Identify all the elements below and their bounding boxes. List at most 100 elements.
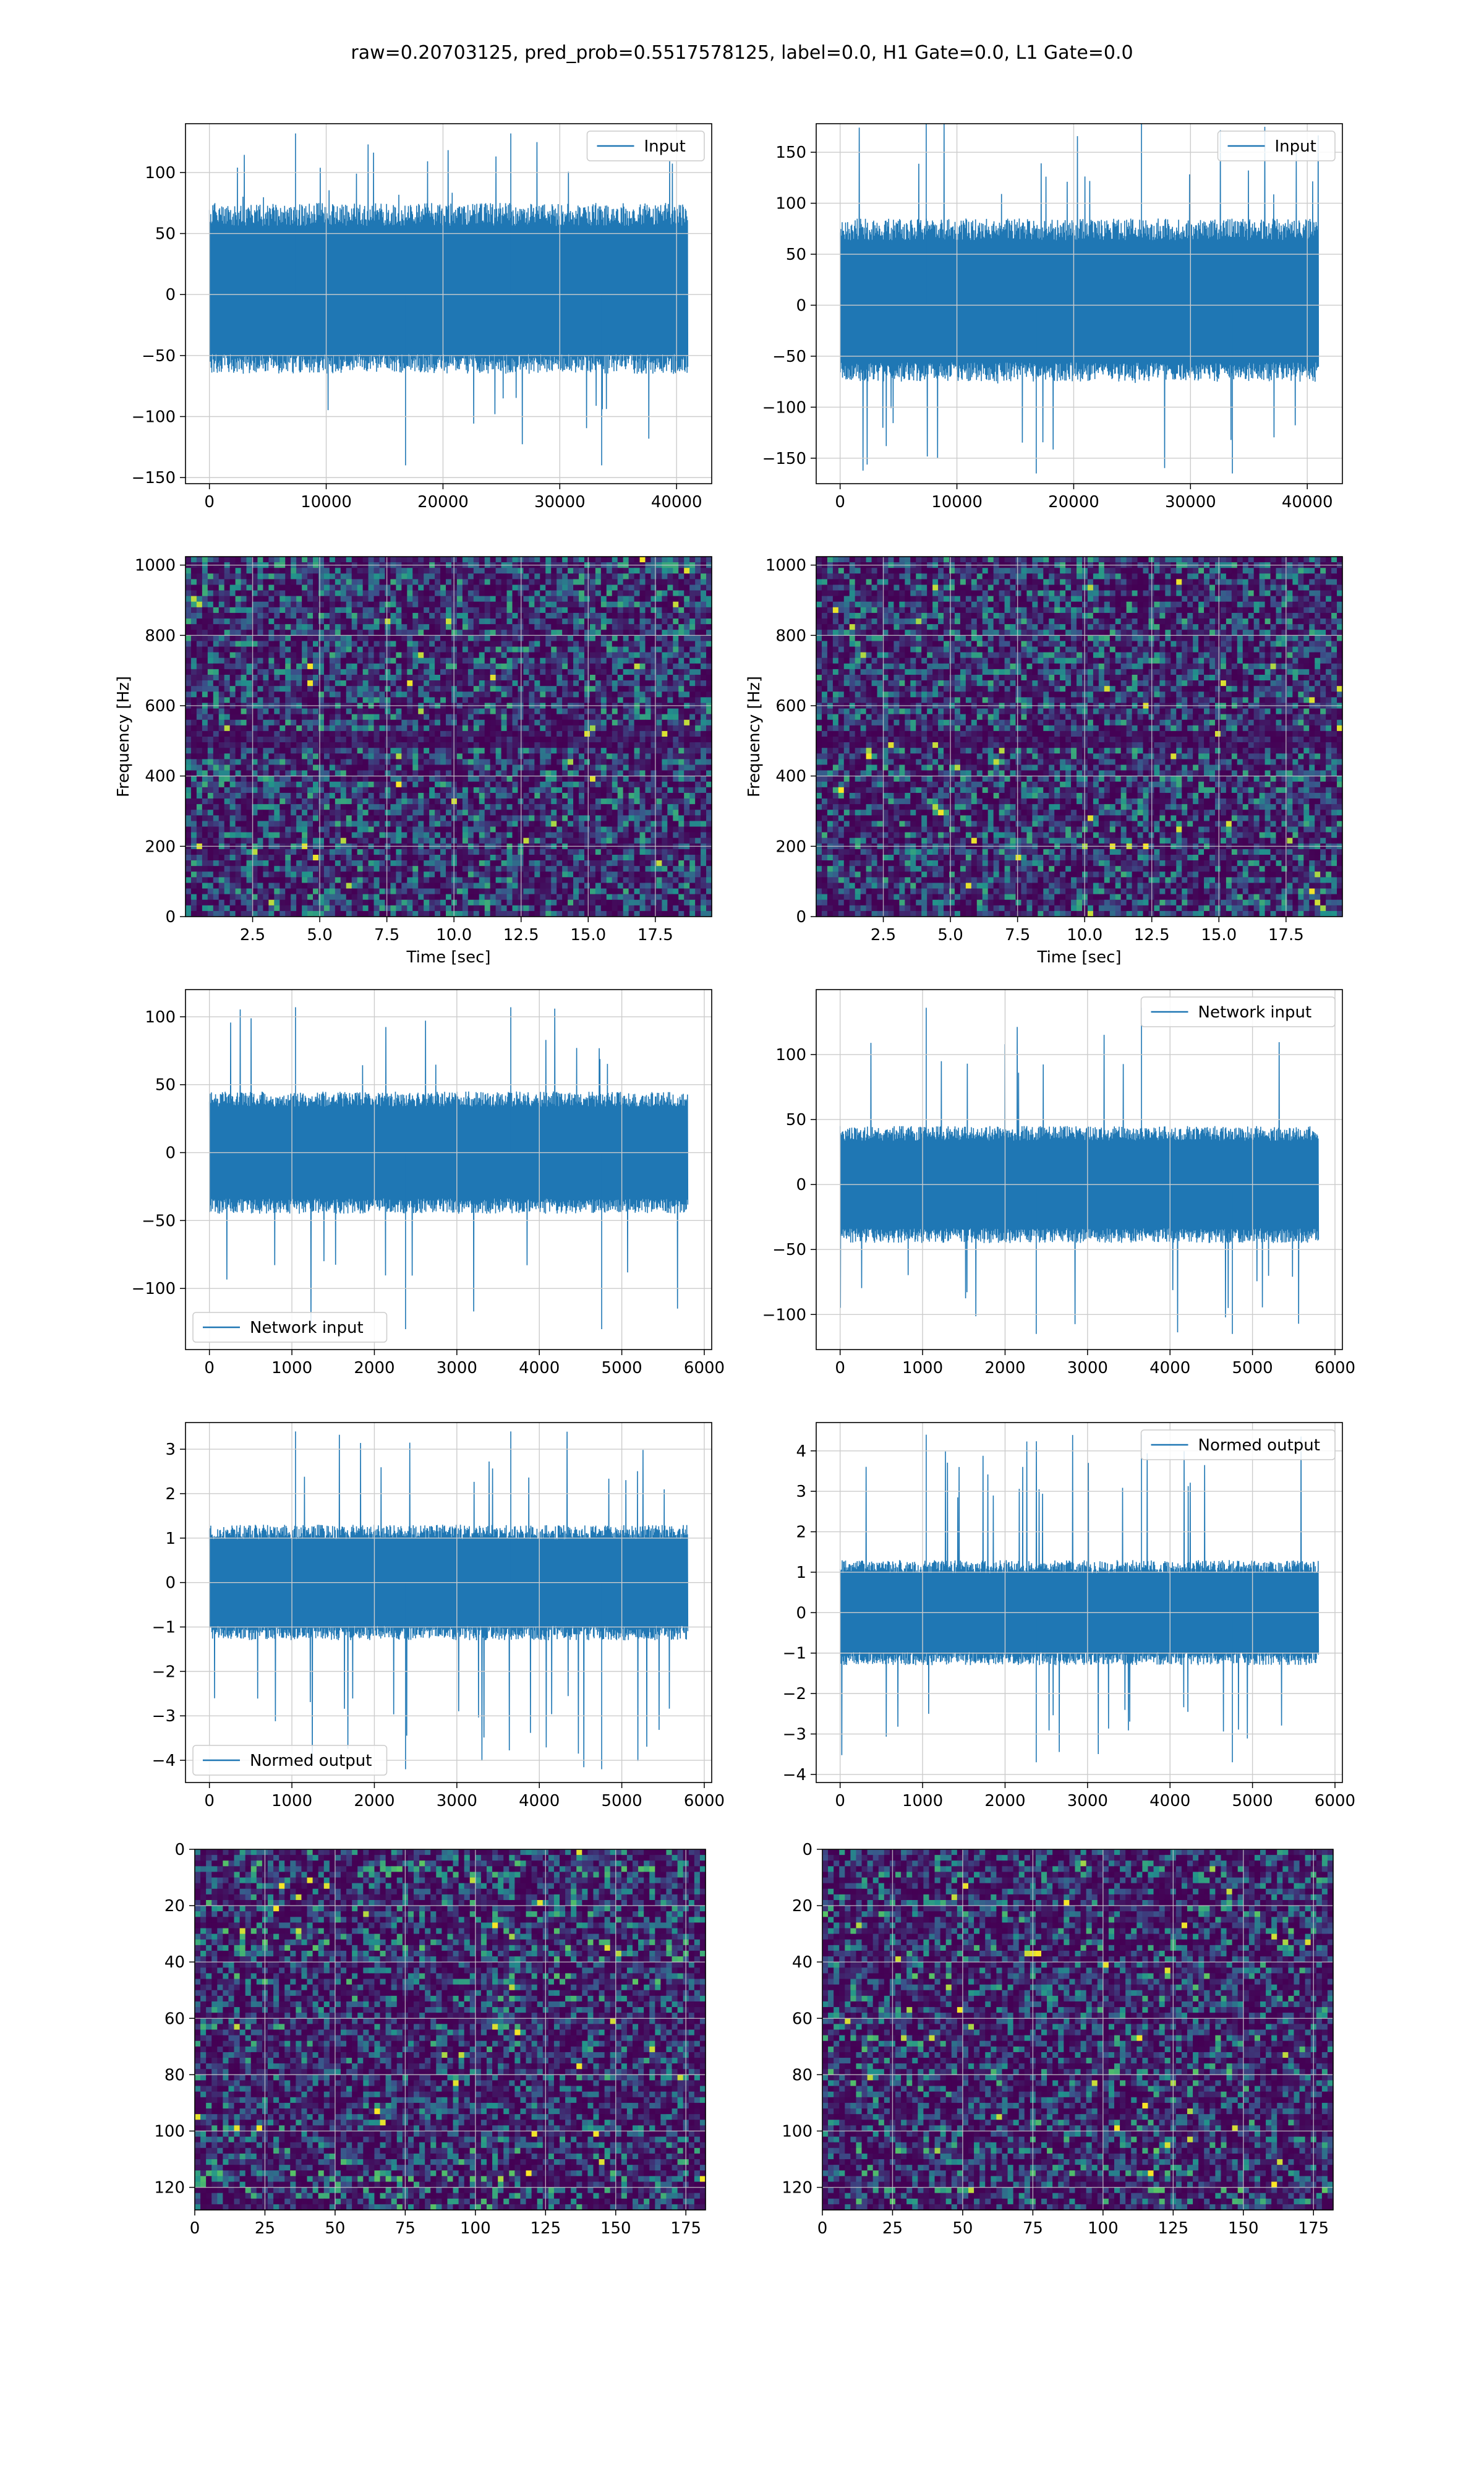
plot-frame	[185, 1422, 712, 1783]
x-tick-label: 6000	[1315, 1792, 1355, 1810]
x-tick-label: 4000	[1149, 1359, 1190, 1377]
x-tick-label: 175	[670, 2219, 701, 2238]
x-tick-label: 1000	[902, 1359, 943, 1377]
x-tick-label: 150	[600, 2219, 631, 2238]
y-tick-label: −100	[132, 408, 176, 426]
x-tick-label: 17.5	[1268, 926, 1304, 944]
x-tick-label: 3000	[1067, 1359, 1108, 1377]
legend-label: Normed output	[250, 1752, 372, 1770]
x-tick-label: 0	[190, 2219, 200, 2238]
y-tick-label: 600	[775, 697, 806, 716]
y-tick-label: −100	[762, 1306, 806, 1324]
x-tick-label: 150	[1228, 2219, 1259, 2238]
y-tick-label: 2	[165, 1485, 176, 1504]
y-tick-label: −1	[783, 1645, 806, 1663]
x-tick-label: 30000	[534, 493, 586, 511]
x-tick-label: 5000	[1232, 1359, 1273, 1377]
y-tick-label: −3	[783, 1726, 806, 1744]
y-tick-label: 1000	[135, 557, 176, 575]
x-tick-label: 12.5	[503, 926, 539, 944]
y-tick-label: 0	[796, 1176, 806, 1194]
y-tick-label: 40	[164, 1953, 185, 1972]
y-tick-label: 100	[145, 1008, 176, 1027]
y-tick-label: 80	[164, 2066, 185, 2084]
y-tick-label: −150	[132, 469, 176, 487]
y-tick-label: −100	[132, 1280, 176, 1298]
x-tick-label: 25	[882, 2219, 903, 2238]
y-tick-label: 1	[165, 1530, 176, 1548]
y-tick-label: −50	[142, 1212, 176, 1230]
x-tick-label: 1000	[902, 1792, 943, 1810]
x-tick-label: 5000	[602, 1359, 642, 1377]
x-tick-label: 10000	[301, 493, 352, 511]
signal-series	[839, 124, 1320, 471]
legend: Normed output	[192, 1745, 388, 1776]
y-tick-label: 1000	[765, 557, 806, 575]
y-tick-label: 0	[802, 1841, 812, 1859]
x-tick-label: 7.5	[1005, 926, 1030, 944]
signal-series	[208, 1008, 689, 1329]
x-tick-label: 2000	[354, 1359, 394, 1377]
heatmap-cells	[816, 557, 1343, 917]
y-tick-label: 0	[796, 296, 806, 315]
y-tick-label: −4	[152, 1752, 176, 1770]
legend-box	[192, 1745, 388, 1776]
x-tick-label: 10000	[931, 493, 983, 511]
x-tick-label: 4000	[519, 1792, 560, 1810]
legend-box	[192, 1312, 388, 1343]
x-tick-label: 15.0	[1201, 926, 1237, 944]
x-tick-label: 0	[835, 493, 845, 511]
x-tick-label: 5.0	[937, 926, 963, 944]
x-tick-label: 2000	[984, 1359, 1025, 1377]
x-tick-label: 0	[835, 1792, 845, 1810]
y-tick-label: 400	[775, 768, 806, 786]
legend-box	[586, 131, 705, 161]
x-tick-label: 100	[460, 2219, 491, 2238]
x-tick-label: 5000	[602, 1792, 642, 1810]
x-tick-label: 5000	[1232, 1792, 1273, 1810]
x-tick-label: 1000	[271, 1792, 312, 1810]
legend: Normed output	[1140, 1429, 1336, 1460]
x-tick-label: 50	[952, 2219, 973, 2238]
x-tick-label: 0	[204, 1792, 215, 1810]
legend: Network input	[192, 1312, 388, 1343]
x-tick-label: 125	[1158, 2219, 1188, 2238]
y-tick-label: 0	[165, 1144, 176, 1163]
y-tick-label: −150	[762, 450, 806, 468]
input-waveform-right: 0 10000 20000 30000 40000 −150 −100 −50 0 50 100 15…	[762, 123, 1343, 511]
plot-frame	[816, 556, 1343, 917]
y-tick-label: 50	[786, 246, 806, 264]
y-tick-label: 150	[775, 143, 806, 162]
signal-series	[208, 1431, 689, 1768]
heatmap-cells	[195, 1849, 706, 2211]
y-tick-label: 100	[154, 2122, 185, 2141]
legend-box	[1140, 996, 1336, 1027]
spectrogram-right: 2.5 5.0 7.5 10.0 12.5 15.0 17.5 0 200 400 600 800 10…	[745, 556, 1343, 967]
x-tick-label: 0	[204, 493, 215, 511]
x-tick-label: 2000	[354, 1792, 394, 1810]
legend-box	[1140, 1429, 1336, 1460]
x-tick-label: 10.0	[436, 926, 472, 944]
y-tick-label: 3	[796, 1483, 806, 1501]
feature-map-left: 0 25 50 75 100 125 150 175 0 20 40 60 80 100 120	[154, 1841, 706, 2238]
plot-frame	[194, 1849, 706, 2211]
x-tick-label: 75	[1023, 2219, 1043, 2238]
network-input-right: 0 1000 2000 3000 4000 5000 6000 −100 −50 0 50 100 Ne…	[762, 989, 1355, 1377]
input-waveform-left: 0 10000 20000 30000 40000 −150 −100 −50 0 50 100 In…	[132, 123, 712, 511]
x-tick-label: 2000	[984, 1792, 1025, 1810]
y-tick-label: 0	[165, 1574, 176, 1593]
x-tick-label: 125	[530, 2219, 561, 2238]
x-tick-label: 50	[325, 2219, 345, 2238]
x-tick-label: 20000	[1048, 493, 1099, 511]
y-tick-label: 800	[145, 627, 176, 645]
y-tick-label: −1	[152, 1619, 176, 1637]
y-tick-label: 200	[145, 837, 176, 856]
y-tick-label: 80	[792, 2066, 812, 2084]
y-tick-label: 20	[164, 1897, 185, 1915]
x-tick-label: 17.5	[638, 926, 673, 944]
y-tick-label: −100	[762, 398, 806, 417]
y-tick-label: 600	[145, 697, 176, 716]
plot-frame	[185, 123, 712, 484]
x-tick-label: 40000	[1282, 493, 1333, 511]
heatmap-cells	[822, 1849, 1334, 2211]
